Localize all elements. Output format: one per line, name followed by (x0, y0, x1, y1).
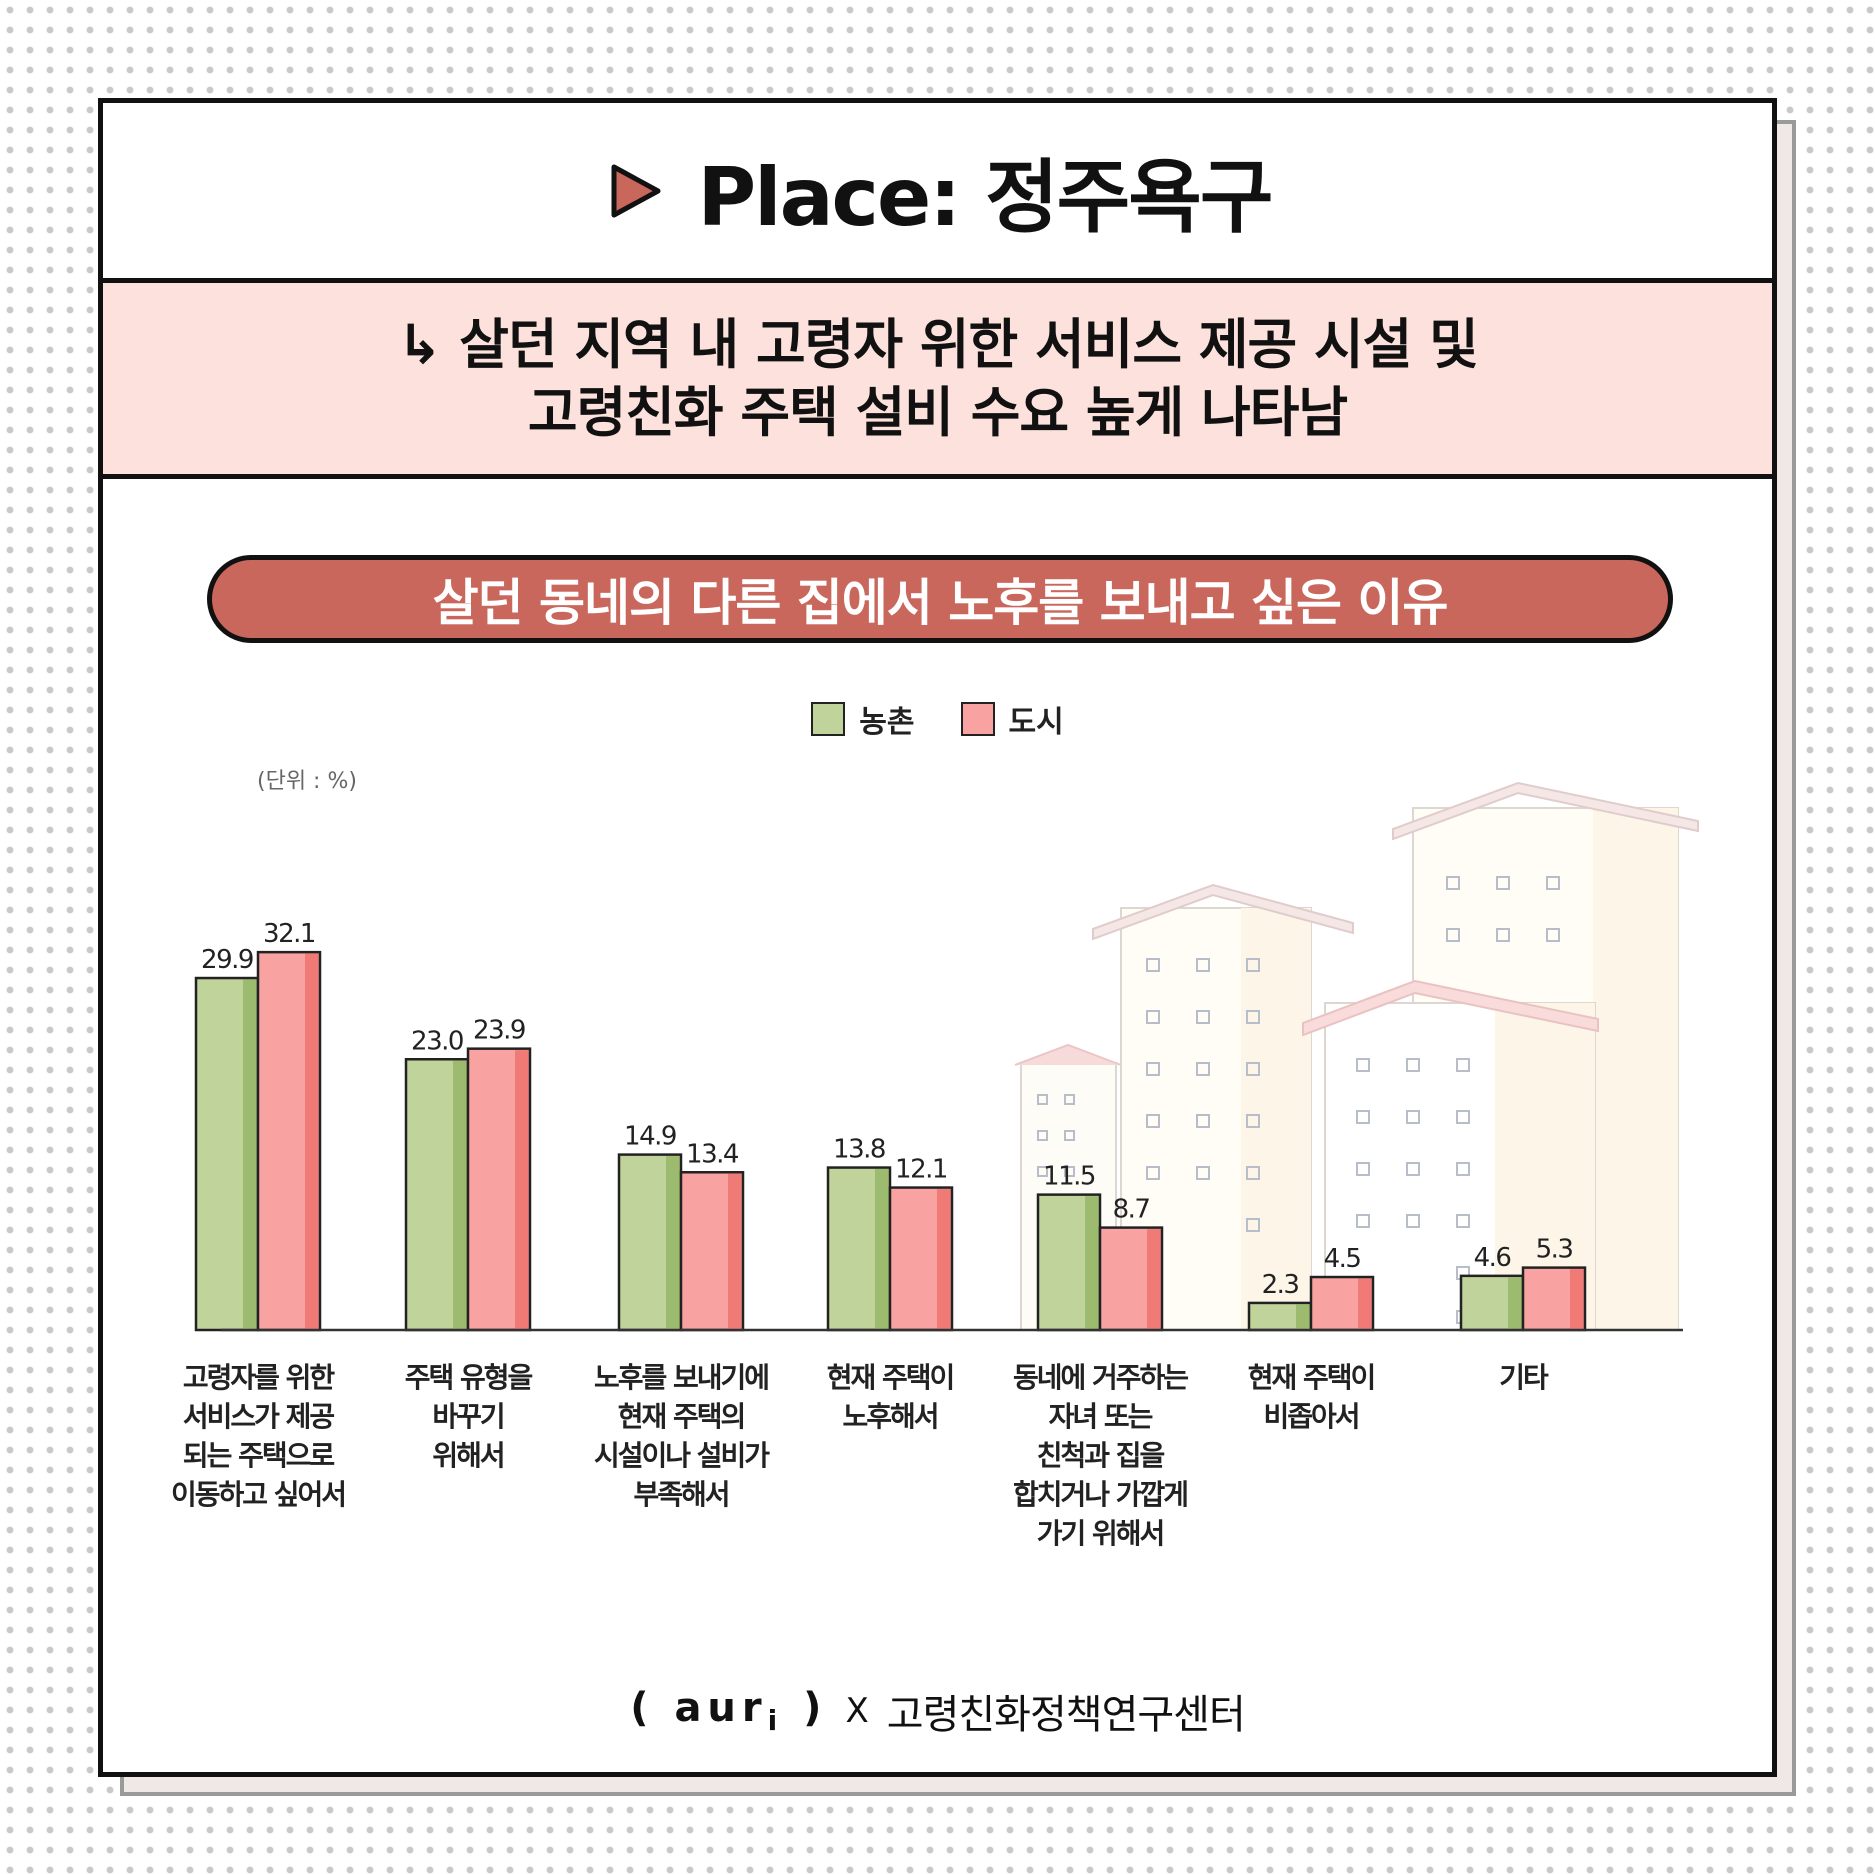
bar-shade-rural-6 (1508, 1277, 1522, 1330)
bar-shade-rural-1 (453, 1060, 467, 1330)
legend-item-rural: 농촌 (811, 699, 915, 740)
bar-shade-rural-3 (875, 1169, 889, 1330)
auri-logo-text: aur (674, 1685, 768, 1731)
bar-shade-urban-0 (305, 953, 319, 1330)
bar-shade-urban-5 (1358, 1278, 1372, 1330)
category-label-2: 노후를 보내기에 현재 주택의 시설이나 설비가 부족해서 (594, 1361, 770, 1511)
bar-shade-rural-5 (1296, 1304, 1310, 1330)
category-label-4: 동네에 거주하는 자녀 또는 친척과 집을 합치거나 가깝게 가기 위해서 (1013, 1361, 1188, 1550)
subtitle-band: ↳ 살던 지역 내 고령자 위한 서비스 제공 시설 및 고령친화 주택 설비 … (103, 283, 1772, 479)
legend-swatch-rural (811, 702, 846, 736)
chart-title-pill: 살던 동네의 다른 집에서 노후를 보내고 싶은 이유 (207, 555, 1673, 643)
data-label-rural-6: 4.6 (1474, 1243, 1511, 1273)
chart-legend: 농촌 도시 (103, 699, 1772, 740)
subtitle-line-1: ↳ 살던 지역 내 고령자 위한 서비스 제공 시설 및 (397, 312, 1479, 376)
legend-label-urban: 도시 (1008, 705, 1064, 740)
category-label-6: 기타 (1499, 1361, 1549, 1394)
page-title: Place: 정주욕구 (697, 150, 1274, 244)
category-label-5: 현재 주택이 비좁아서 (1248, 1361, 1375, 1433)
bar-shade-rural-0 (243, 979, 257, 1330)
category-labels: 고령자를 위한 서비스가 제공 되는 주택으로 이동하고 싶어서 주택 유형을 바꾸기 위해… (171, 1361, 1551, 1550)
data-label-urban-1: 23.9 (473, 1016, 525, 1046)
category-label-3: 현재 주택이 노후해서 (827, 1361, 954, 1433)
data-label-urban-6: 5.3 (1536, 1235, 1573, 1265)
bar-shade-urban-6 (1570, 1269, 1584, 1330)
auri-logo: ( auri ) (630, 1685, 828, 1737)
play-triangle-icon (611, 164, 661, 217)
auri-logo-sub: i (767, 1704, 784, 1737)
bar-shade-urban-4 (1147, 1229, 1161, 1330)
bar-shade-urban-1 (515, 1050, 529, 1330)
bar-shade-rural-4 (1085, 1196, 1099, 1330)
collab-separator: X (845, 1691, 869, 1731)
data-label-rural-3: 13.8 (833, 1135, 885, 1165)
data-label-urban-0: 32.1 (263, 919, 315, 949)
building-tall-left (1092, 883, 1354, 1331)
subtitle-line-2: 고령친화 주택 설비 수요 높게 나타남 (527, 380, 1348, 444)
legend-item-urban: 도시 (960, 699, 1064, 740)
category-label-0: 고령자를 위한 서비스가 제공 되는 주택으로 이동하고 싶어서 (171, 1361, 345, 1511)
data-label-urban-3: 12.1 (895, 1155, 947, 1185)
unit-label: (단위 : %) (257, 769, 357, 794)
data-label-rural-0: 29.9 (201, 945, 253, 975)
bar-shade-rural-2 (666, 1156, 680, 1330)
data-label-urban-2: 13.4 (686, 1139, 739, 1169)
legend-label-rural: 농촌 (859, 705, 915, 740)
data-label-rural-4: 11.5 (1043, 1162, 1095, 1192)
legend-swatch-urban (960, 702, 995, 736)
bar-chart: 29.9 32.1 23.0 23.9 14.9 13.4 13.8 12.1 11.5 8.7 2… (171, 781, 1699, 1550)
partner-name: 고령친화정책연구센터 (886, 1692, 1246, 1738)
category-label-1: 주택 유형을 바꾸기 위해서 (405, 1361, 533, 1472)
bars-layer: 29.9 32.1 23.0 23.9 14.9 13.4 13.8 12.1 11.5 8.7 2… (194, 919, 1587, 1332)
data-label-urban-5: 4.5 (1324, 1244, 1361, 1274)
data-label-urban-4: 8.7 (1113, 1195, 1150, 1225)
infographic-card: Place: 정주욕구 ↳ 살던 지역 내 고령자 위한 서비스 제공 시설 및… (98, 98, 1777, 1777)
bar-shade-urban-3 (937, 1189, 951, 1330)
title-row: Place: 정주욕구 (103, 103, 1772, 283)
data-label-rural-5: 2.3 (1262, 1270, 1299, 1300)
data-label-rural-2: 14.9 (624, 1122, 676, 1152)
data-label-rural-1: 23.0 (411, 1026, 463, 1056)
bar-shade-urban-2 (728, 1173, 742, 1330)
footer: ( auri ) X 고령친화정책연구센터 (103, 1681, 1772, 1741)
chart-title: 살던 동네의 다른 집에서 노후를 보내고 싶은 이유 (432, 574, 1449, 632)
